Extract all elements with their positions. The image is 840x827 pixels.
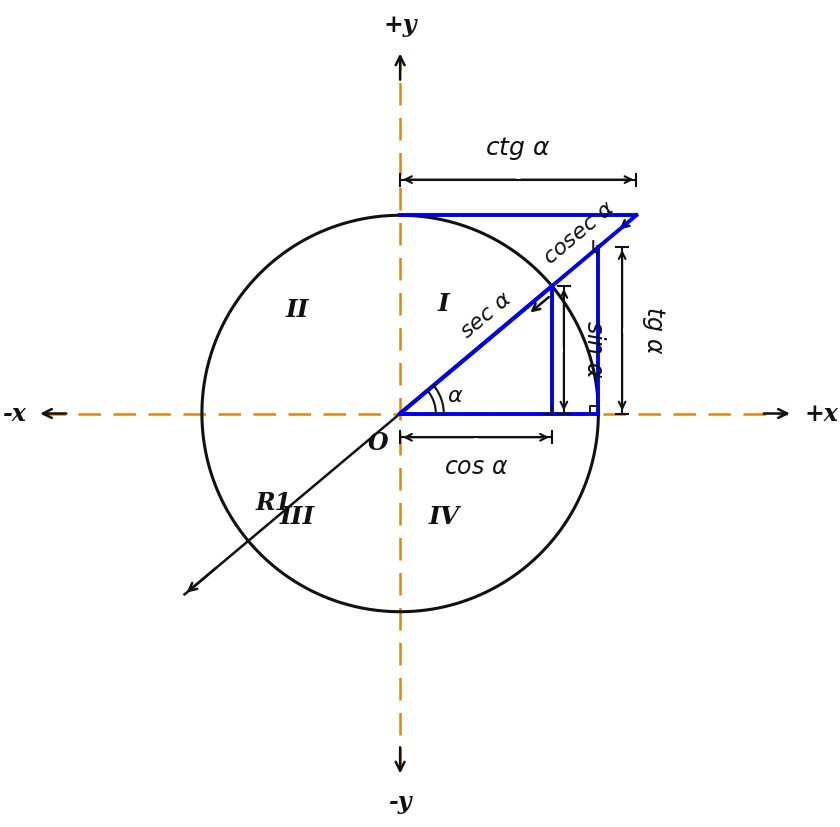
Text: $\alpha$: $\alpha$ — [448, 385, 464, 407]
Text: IV: IV — [428, 504, 459, 528]
Text: O: O — [368, 432, 388, 456]
Text: $sin\ \alpha$: $sin\ \alpha$ — [582, 320, 606, 379]
Text: R1: R1 — [255, 491, 291, 515]
Text: $tg\ \alpha$: $tg\ \alpha$ — [640, 306, 667, 355]
Text: III: III — [280, 504, 315, 528]
Text: $sec\ \alpha$: $sec\ \alpha$ — [455, 288, 517, 343]
Text: +x: +x — [805, 401, 838, 426]
Text: $ctg\ \alpha$: $ctg\ \alpha$ — [486, 135, 551, 162]
Text: $cosec\ \alpha$: $cosec\ \alpha$ — [538, 196, 619, 269]
Text: $cos\ \alpha$: $cos\ \alpha$ — [444, 455, 508, 479]
Text: +y: +y — [383, 13, 417, 37]
Text: -y: -y — [388, 790, 412, 814]
Text: -x: -x — [2, 401, 25, 426]
Text: II: II — [286, 299, 309, 323]
Text: I: I — [438, 293, 449, 317]
